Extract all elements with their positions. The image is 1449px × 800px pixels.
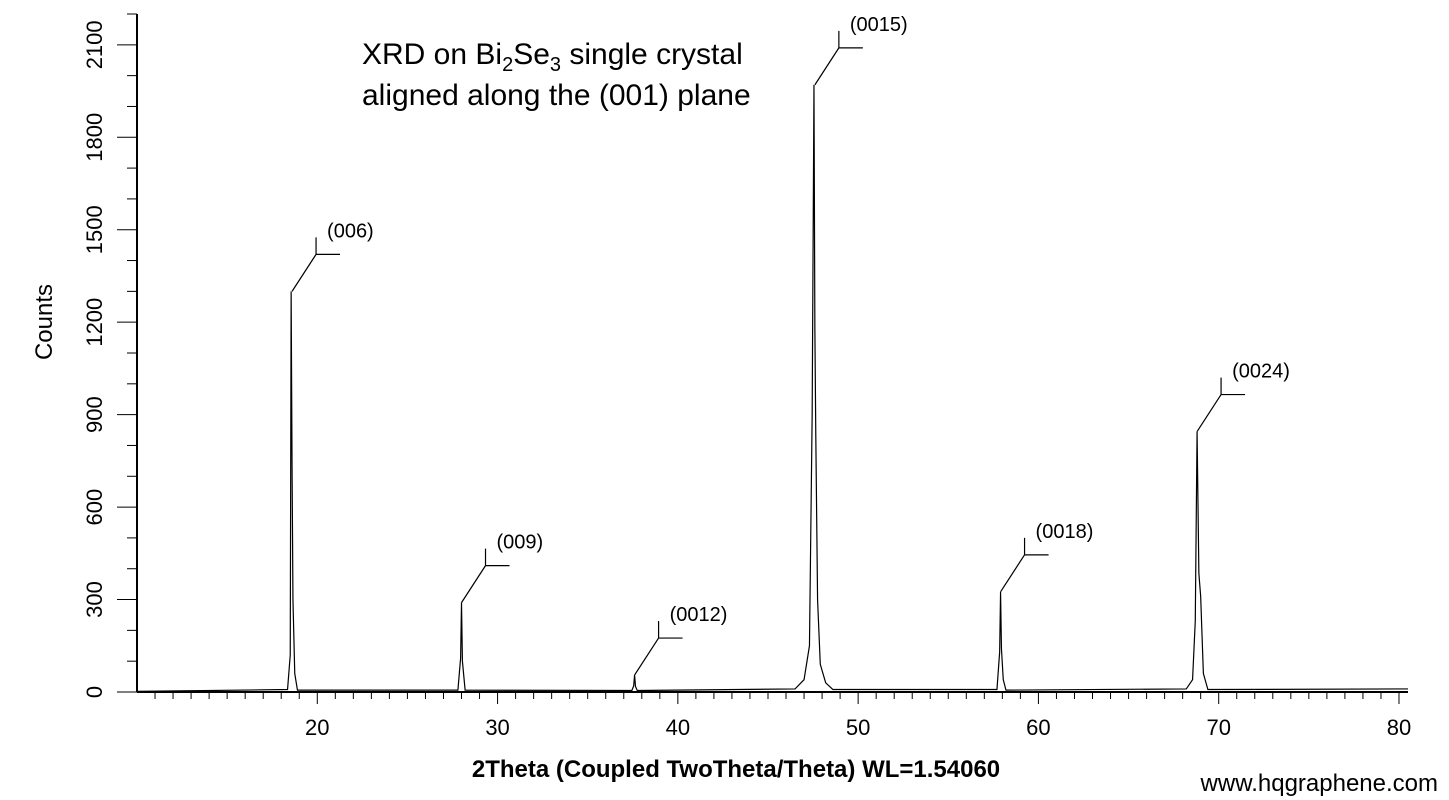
y-tick-label: 900 bbox=[82, 396, 107, 433]
x-tick-label: 30 bbox=[485, 715, 509, 740]
y-tick-label: 1500 bbox=[82, 205, 107, 254]
peak-leader-line bbox=[814, 47, 840, 86]
title-part-5: single crystal bbox=[561, 38, 743, 71]
y-tick-label: 300 bbox=[82, 581, 107, 618]
y-axis-label: Counts bbox=[31, 284, 58, 360]
peak-leader-line bbox=[291, 254, 317, 292]
y-tick-label: 0 bbox=[82, 686, 107, 698]
peak-leader-line bbox=[461, 565, 487, 603]
peak-leader-line bbox=[1196, 394, 1222, 432]
x-tick-label: 40 bbox=[666, 715, 690, 740]
y-tick-label: 1200 bbox=[82, 298, 107, 347]
series-line-0 bbox=[136, 84, 1409, 692]
chart-title-line2: aligned along the (001) plane bbox=[362, 79, 751, 112]
title-subscript-2: 2 bbox=[502, 54, 513, 76]
x-tick-label: 70 bbox=[1206, 715, 1230, 740]
series-group bbox=[136, 84, 1409, 692]
watermark: www.hqgraphene.com bbox=[1200, 770, 1438, 797]
x-axis-label: 2Theta (Coupled TwoTheta/Theta) WL=1.540… bbox=[472, 756, 1000, 783]
peak-annotations: (006) (009) (0012) (0015) (0018) (0024) bbox=[291, 14, 1290, 676]
title-part-3: Se bbox=[513, 38, 550, 71]
peak-label: (0018) bbox=[1036, 521, 1094, 543]
title-subscript-4: 3 bbox=[550, 54, 561, 76]
x-tick-label: 80 bbox=[1387, 715, 1411, 740]
x-tick-label: 60 bbox=[1026, 715, 1050, 740]
x-tick-label: 50 bbox=[846, 715, 870, 740]
y-tick-label: 2100 bbox=[82, 20, 107, 69]
peak-leader-line bbox=[1000, 554, 1026, 593]
peak-label: (009) bbox=[497, 532, 544, 554]
peak-label: (0012) bbox=[670, 604, 728, 626]
title-part-1: XRD on Bi bbox=[362, 38, 502, 71]
peak-label: (006) bbox=[327, 220, 374, 242]
chart-title-line1: XRD on Bi2Se3 single crystal bbox=[362, 38, 743, 76]
y-tick-label: 1800 bbox=[82, 113, 107, 162]
peak-label: (0015) bbox=[850, 14, 908, 36]
y-axis: 0 300 600 900 1200 1500 1800 2100 bbox=[82, 13, 138, 698]
peak-label: (0024) bbox=[1232, 361, 1290, 383]
x-tick-label: 20 bbox=[305, 715, 329, 740]
peak-leader-line bbox=[634, 637, 660, 676]
x-axis: 20 30 40 50 60 70 80 bbox=[137, 691, 1411, 740]
y-tick-label: 600 bbox=[82, 489, 107, 526]
